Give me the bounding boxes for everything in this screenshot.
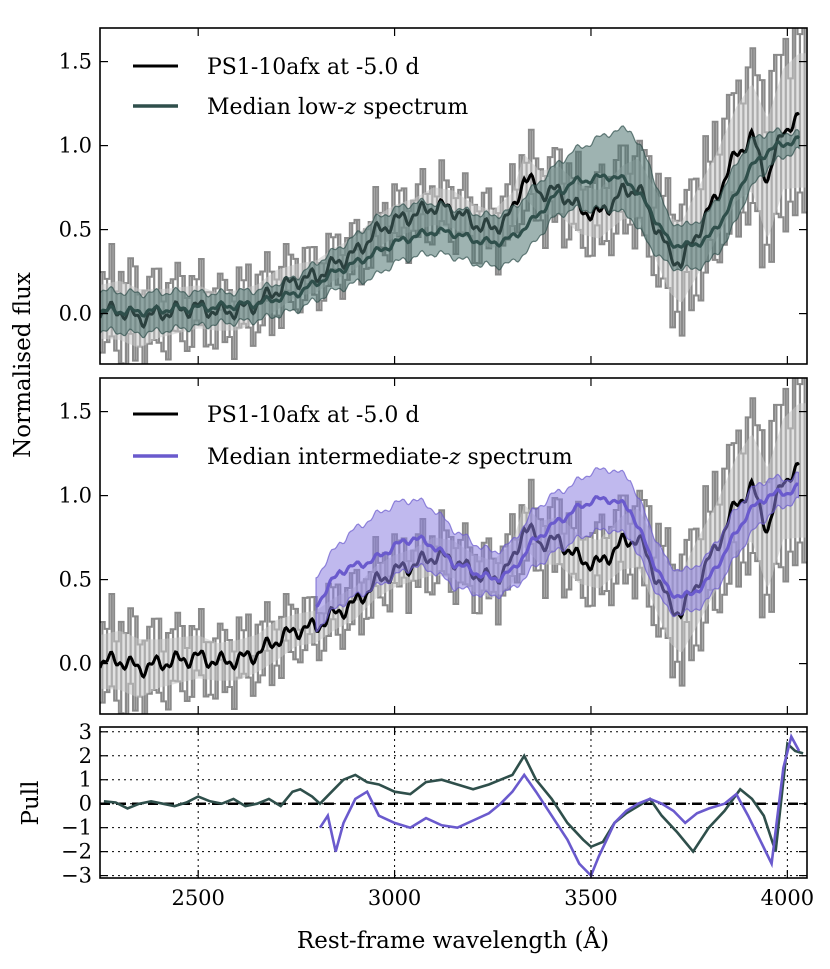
median-spectrum-line (315, 482, 799, 608)
legend-lowz-label: Median low-z spectrum (207, 95, 468, 120)
y-tick-label: 0.0 (59, 302, 92, 326)
x-tick-label: 3500 (564, 886, 617, 910)
median-spectrum-band (315, 467, 799, 633)
legend-intz-label: Median intermediate-z spectrum (207, 445, 573, 470)
legend-ps1-label: PS1-10afx at -5.0 d (207, 55, 419, 80)
y-tick-label: 0 (79, 792, 92, 816)
top-legend: PS1-10afx at -5.0 d Median low-z spectru… (133, 55, 468, 120)
y-tick-label: 1.0 (59, 134, 92, 158)
pull-series-line (103, 741, 804, 854)
y-tick-label: 3 (79, 720, 92, 744)
x-tick-label: 3000 (368, 886, 421, 910)
legend-ps1-label: PS1-10afx at -5.0 d (207, 403, 419, 428)
x-tick-label: 2500 (171, 886, 224, 910)
x-axis-label: Rest-frame wavelength (Å) (297, 926, 609, 954)
middle-panel-frame (99, 377, 808, 715)
y-tick-label: 1.5 (59, 400, 92, 424)
y-tick-label: 1 (79, 768, 92, 792)
y-tick-label: 0.0 (59, 652, 92, 676)
error-fill (100, 53, 807, 348)
y-axis-label-flux: Normalised flux (10, 272, 36, 458)
y-tick-label: −2 (61, 840, 92, 864)
y-tick-label: 0.5 (59, 218, 92, 242)
y-tick-label: 2 (79, 744, 92, 768)
y-tick-label: −1 (61, 816, 92, 840)
pull-panel-frame (99, 726, 808, 879)
y-tick-label: −3 (61, 864, 92, 888)
y-tick-label: 0.5 (59, 568, 92, 592)
top-panel-frame (99, 27, 808, 365)
median-spectrum-line (100, 135, 801, 318)
y-tick-label: 1.5 (59, 50, 92, 74)
panel-intermediate-z: 0.0 0.5 1.0 1.5 PS1-10afx at -5.0 d Median … (59, 377, 808, 715)
middle-legend: PS1-10afx at -5.0 d Median intermediate-… (133, 403, 573, 470)
pull-series-line (318, 733, 801, 878)
y-axis-label-pull: Pull (18, 780, 44, 825)
panel-low-z: 0.0 0.5 1.0 1.5 PS1-10afx at -5.0 d Median … (59, 27, 808, 365)
y-tick-label: 1.0 (59, 484, 92, 508)
x-tick-label: 4000 (761, 886, 814, 910)
